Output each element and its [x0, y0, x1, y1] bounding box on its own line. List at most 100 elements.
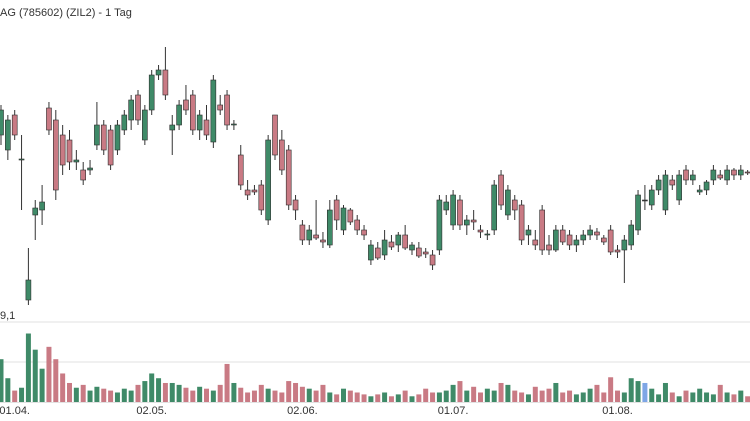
- volume-bar: [430, 392, 436, 402]
- volume-bar: [478, 392, 483, 402]
- volume-bar: [25, 333, 31, 402]
- volume-bar: [327, 392, 333, 402]
- candle-body: [498, 174, 504, 206]
- volume-bar: [12, 390, 18, 402]
- candle-body: [135, 94, 141, 121]
- candle-body: [224, 94, 230, 126]
- volume-bar: [642, 382, 648, 402]
- candle-body: [614, 249, 621, 253]
- candle-body: [539, 209, 545, 251]
- volume-bar: [87, 390, 93, 402]
- volume-bar: [457, 381, 463, 402]
- candle-body: [32, 207, 39, 216]
- volume-bar: [573, 394, 579, 402]
- volume-bar: [334, 394, 340, 402]
- candle-body: [100, 124, 107, 151]
- volume-bar: [272, 390, 278, 402]
- candle-body: [231, 123, 237, 126]
- volume-bar: [402, 390, 408, 402]
- volume-scale-label: 9,1: [0, 310, 15, 322]
- candle-body: [477, 229, 484, 233]
- volume-bar: [567, 390, 573, 402]
- candle-body: [559, 229, 566, 243]
- candle-body: [66, 139, 73, 163]
- volume-bar: [39, 368, 45, 402]
- volume-bar: [279, 392, 285, 402]
- volume-bar: [176, 384, 182, 402]
- candle-body: [80, 169, 86, 181]
- candle-body: [395, 234, 402, 246]
- candle-body: [292, 199, 299, 211]
- volume-bar: [546, 388, 552, 402]
- candle-body: [737, 169, 744, 176]
- candle-body: [169, 124, 176, 131]
- volume-bar: [704, 392, 710, 402]
- volume-bar: [142, 381, 148, 402]
- volume-bar: [183, 387, 189, 402]
- candle-body: [196, 114, 203, 131]
- candle-body: [39, 201, 45, 211]
- candle-body: [710, 169, 717, 181]
- candle-body: [299, 224, 306, 241]
- volume-bar: [662, 382, 668, 402]
- volume-bar: [197, 386, 203, 402]
- volume-bar: [94, 386, 100, 402]
- candle-body: [553, 229, 559, 251]
- candle-body: [532, 239, 539, 246]
- candle-body: [368, 244, 374, 261]
- volume-bar: [347, 390, 353, 402]
- volume-bar: [587, 388, 593, 402]
- candle-body: [429, 254, 436, 266]
- candle-body: [648, 189, 655, 206]
- volume-bar: [615, 390, 620, 402]
- candle-body: [607, 229, 614, 253]
- candle-body: [525, 229, 532, 236]
- candle-body: [340, 207, 347, 231]
- volume-bar: [368, 396, 374, 402]
- volume-bar: [601, 392, 607, 402]
- candle-body: [381, 239, 388, 256]
- volume-bar: [553, 382, 559, 402]
- x-tick-label: 02.06.: [287, 405, 318, 417]
- volume-bar: [231, 382, 237, 402]
- volume-bar: [32, 349, 38, 402]
- volume-bar: [471, 386, 477, 402]
- candle-body: [655, 179, 662, 191]
- candle-body: [217, 104, 223, 111]
- volume-bar: [628, 378, 634, 402]
- candle-body: [347, 209, 354, 223]
- volume-bar: [416, 394, 422, 402]
- volume-bar: [423, 388, 429, 402]
- volume-bar: [320, 384, 326, 402]
- candle-body: [388, 241, 395, 248]
- candle-body: [285, 149, 292, 206]
- candle-body: [107, 129, 114, 166]
- volume-bar: [436, 392, 442, 402]
- volume-bar: [498, 382, 504, 402]
- candle-body: [142, 109, 148, 141]
- candle-body: [463, 219, 470, 226]
- volume-bar: [745, 396, 750, 402]
- candle-body: [505, 189, 511, 216]
- candle-body: [436, 199, 443, 251]
- candle-body: [470, 219, 477, 223]
- candle-body: [491, 184, 498, 231]
- volume-bar: [491, 390, 497, 402]
- candle-body: [621, 239, 628, 251]
- x-tick-label: 01.08.: [602, 405, 633, 417]
- candle-body: [731, 169, 737, 176]
- volume-bar: [484, 388, 490, 402]
- volume-bar: [101, 388, 107, 402]
- volume-bar: [512, 390, 518, 402]
- volume-bar: [299, 386, 305, 402]
- candle-body: [52, 119, 59, 191]
- candle-body: [203, 119, 210, 136]
- volume-bar: [388, 396, 394, 402]
- candle-body: [642, 199, 648, 202]
- candle-body: [59, 134, 66, 166]
- volume-bar: [135, 384, 141, 402]
- candle-body: [183, 99, 189, 111]
- candle-body: [409, 244, 415, 251]
- volume-bar: [519, 392, 525, 402]
